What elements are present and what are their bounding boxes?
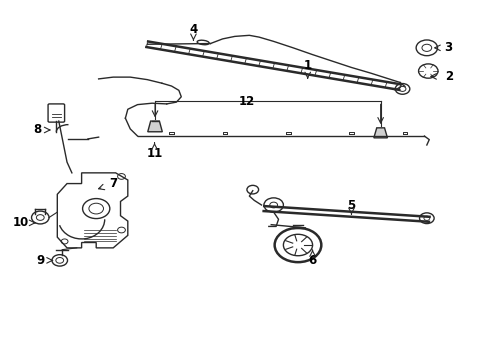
Text: 8: 8 — [34, 123, 42, 136]
Text: 6: 6 — [308, 254, 316, 267]
Text: 12: 12 — [238, 95, 255, 108]
Text: 11: 11 — [146, 147, 163, 160]
Polygon shape — [147, 121, 162, 132]
Polygon shape — [57, 173, 127, 248]
Text: 3: 3 — [444, 41, 452, 54]
Circle shape — [274, 228, 321, 262]
Polygon shape — [373, 128, 386, 138]
Text: 2: 2 — [444, 70, 452, 83]
Text: 10: 10 — [13, 216, 29, 229]
Text: 7: 7 — [109, 177, 117, 190]
Text: 5: 5 — [346, 198, 355, 212]
Text: 1: 1 — [303, 59, 311, 72]
Text: 9: 9 — [36, 254, 44, 267]
Text: 4: 4 — [189, 23, 197, 36]
